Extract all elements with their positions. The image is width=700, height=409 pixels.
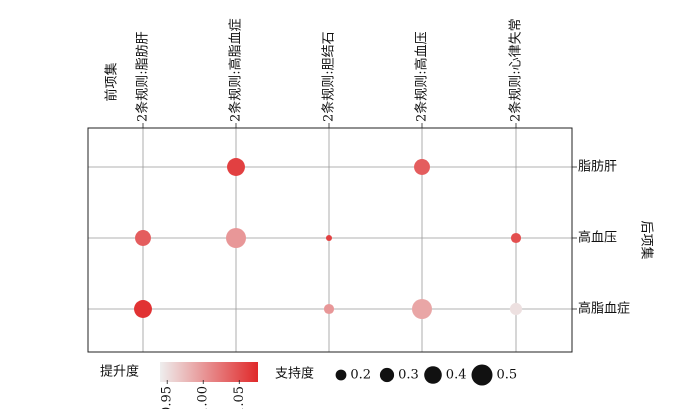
bubble [134,300,152,318]
x-tick-label: 2条规则:高脂血症 [228,18,244,122]
size-legend-marker [471,364,493,386]
x-tick-label: 2条规则:胆结石 [321,31,337,122]
bubble [509,302,523,316]
bubble [135,230,151,246]
color-legend-title: 提升度 [100,364,139,380]
x-axis-label: 前项集 [104,62,120,101]
y-tick-label: 高脂血症 [578,301,630,317]
x-tick-label: 2条规则:脂肪肝 [135,31,151,122]
bubble [414,159,430,175]
colorbar [160,362,258,382]
y-axis-label: 后项集 [639,220,655,259]
y-tick-label: 高血压 [578,230,617,246]
bubble [227,158,245,176]
size-legend-label: 0.3 [398,368,419,383]
bubble [412,299,432,319]
plot-frame [87,127,573,353]
size-legend-marker [379,367,395,383]
bubble [510,232,522,244]
size-legend-label: 0.4 [446,368,467,383]
bubble [323,303,335,315]
colorbar-tick-label: 0.95 [160,386,175,409]
size-legend-label: 0.5 [497,368,518,383]
colorbar-tick-label: 1.00 [196,386,211,409]
bubble [226,228,246,248]
bubble [325,234,333,242]
x-tick-label: 2条规则:心律失常 [508,18,524,122]
y-tick-label: 脂肪肝 [578,159,617,175]
size-legend-label: 0.2 [350,368,371,383]
size-legend-title: 支持度 [275,366,314,382]
x-tick-label: 2条规则:高血压 [414,31,430,122]
size-legend-marker [424,366,442,384]
colorbar-tick-label: 1.05 [232,386,247,409]
size-legend-marker [335,369,347,381]
